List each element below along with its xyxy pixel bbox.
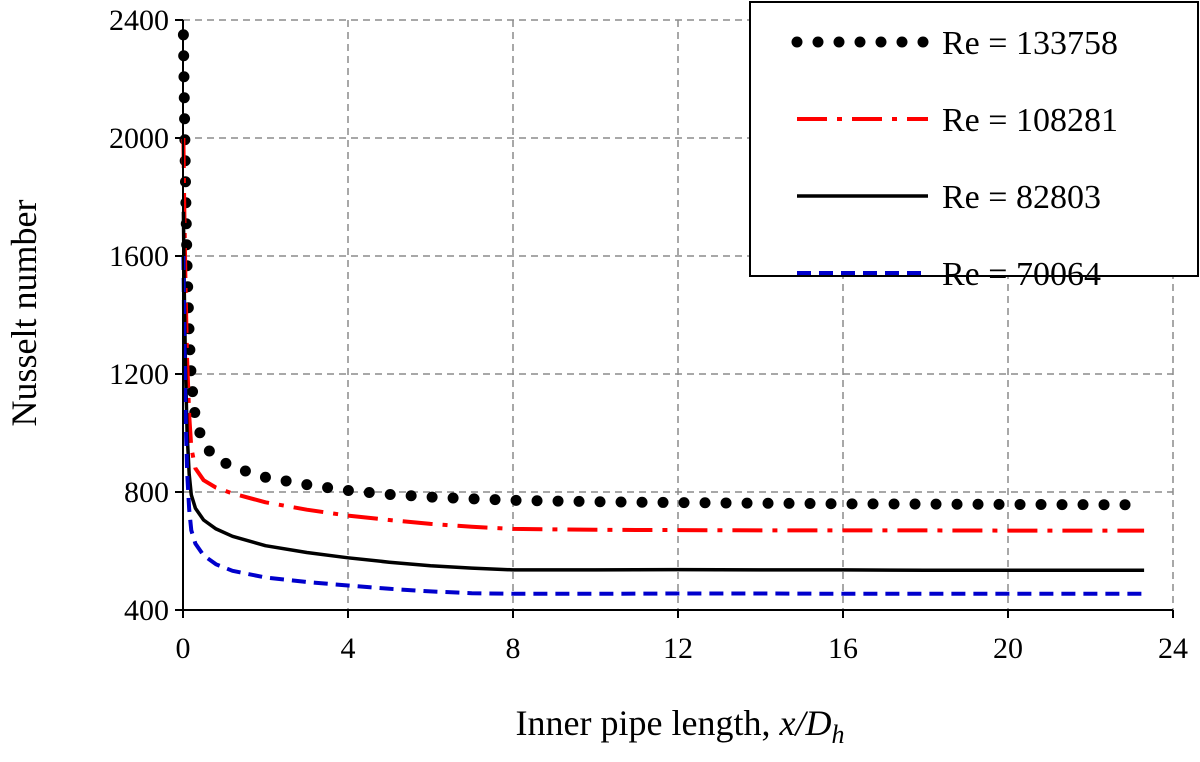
y-tick-label-2: 1200: [109, 358, 169, 391]
x-axis-title: Inner pipe length, x/Dh: [516, 703, 845, 749]
x-tick-label-6: 24: [1158, 632, 1188, 665]
x-axis-title-subscript: h: [831, 720, 844, 749]
legend-label-2: Re = 82803: [942, 179, 1101, 216]
legend: Re = 133758 Re = 108281 Re = 82803 Re = 700…: [749, 1, 1199, 293]
series-line-0: [177, 29, 1150, 511]
x-tick-label-1: 4: [341, 632, 356, 665]
y-tick-label-0: 400: [124, 594, 169, 627]
series-line-3: [181, 255, 1145, 596]
x-tick-label-2: 8: [506, 632, 521, 665]
legend-box: [749, 1, 1199, 277]
series-line-1: [181, 137, 1145, 533]
legend-items: Re = 133758 Re = 108281 Re = 82803 Re = 700…: [791, 25, 1118, 293]
series-line-2: [181, 211, 1145, 572]
tick-labels: 0 4 8 12 16 20 24 400 800 1200 1600 2000 2400: [109, 4, 1188, 665]
x-tick-label-0: 0: [176, 632, 191, 665]
legend-label-3: Re = 70064: [942, 256, 1101, 293]
x-axis-title-italic: x/D: [778, 703, 831, 743]
y-tick-label-4: 2000: [109, 122, 169, 155]
y-tick-label-1: 800: [124, 476, 169, 509]
series-layer: [177, 29, 1150, 596]
y-tick-label-3: 1600: [109, 240, 169, 273]
x-tick-label-4: 16: [828, 632, 858, 665]
x-tick-label-5: 20: [993, 632, 1023, 665]
y-tick-label-5: 2400: [109, 4, 169, 37]
x-axis-title-text: Inner pipe length,: [516, 703, 780, 743]
legend-label-0: Re = 133758: [942, 25, 1118, 62]
x-tick-label-3: 12: [663, 632, 693, 665]
legend-label-1: Re = 108281: [942, 102, 1118, 139]
y-axis-title: Nusselt number: [4, 200, 44, 427]
